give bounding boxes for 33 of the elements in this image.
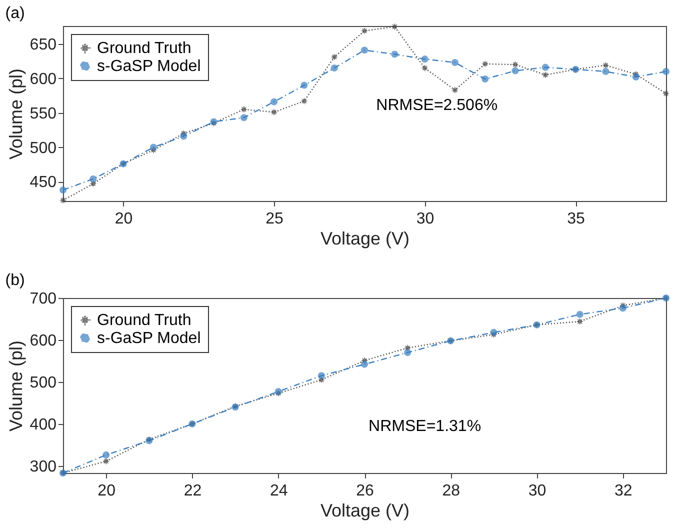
x-tick-label: 35 bbox=[567, 210, 586, 228]
y-axis-title: Volume (pl) bbox=[6, 68, 26, 160]
y-tick-label: 600 bbox=[30, 70, 57, 88]
legend-label: s-GaSP Model bbox=[97, 58, 201, 75]
legend-label: Ground Truth bbox=[97, 40, 192, 57]
x-tick-label: 32 bbox=[614, 482, 632, 500]
x-tick-label: 20 bbox=[98, 482, 116, 500]
y-tick-label: 550 bbox=[30, 105, 57, 122]
y-axis-title: Volume (pl) bbox=[6, 340, 26, 432]
chart-title: (b) bbox=[5, 272, 25, 289]
y-tick-label: 400 bbox=[30, 416, 57, 434]
annotation: NRMSE=1.31% bbox=[368, 418, 482, 435]
y-tick-label: 500 bbox=[30, 374, 57, 392]
x-axis-title: Voltage (V) bbox=[320, 228, 410, 248]
y-tick-label: 450 bbox=[30, 174, 57, 192]
x-axis-title: Voltage (V) bbox=[320, 500, 410, 520]
legend-label: s-GaSP Model bbox=[97, 330, 201, 347]
x-tick-label: 24 bbox=[270, 482, 288, 500]
x-tick-label: 28 bbox=[442, 482, 460, 500]
x-tick-label: 26 bbox=[356, 482, 374, 500]
y-tick-label: 650 bbox=[30, 36, 57, 54]
x-tick-label: 20 bbox=[114, 210, 133, 228]
y-tick-label: 600 bbox=[30, 332, 57, 350]
x-tick-label: 25 bbox=[266, 210, 284, 228]
annotation: NRMSE=2.506% bbox=[376, 96, 498, 114]
x-tick-label: 30 bbox=[416, 210, 434, 228]
x-tick-label: 30 bbox=[528, 482, 546, 500]
y-tick-label: 300 bbox=[30, 458, 57, 476]
chart-title: (a) bbox=[5, 5, 25, 22]
y-tick-label: 700 bbox=[30, 290, 57, 308]
x-tick-label: 22 bbox=[184, 482, 202, 500]
y-tick-label: 500 bbox=[30, 140, 57, 157]
legend-label: Ground Truth bbox=[97, 312, 192, 329]
